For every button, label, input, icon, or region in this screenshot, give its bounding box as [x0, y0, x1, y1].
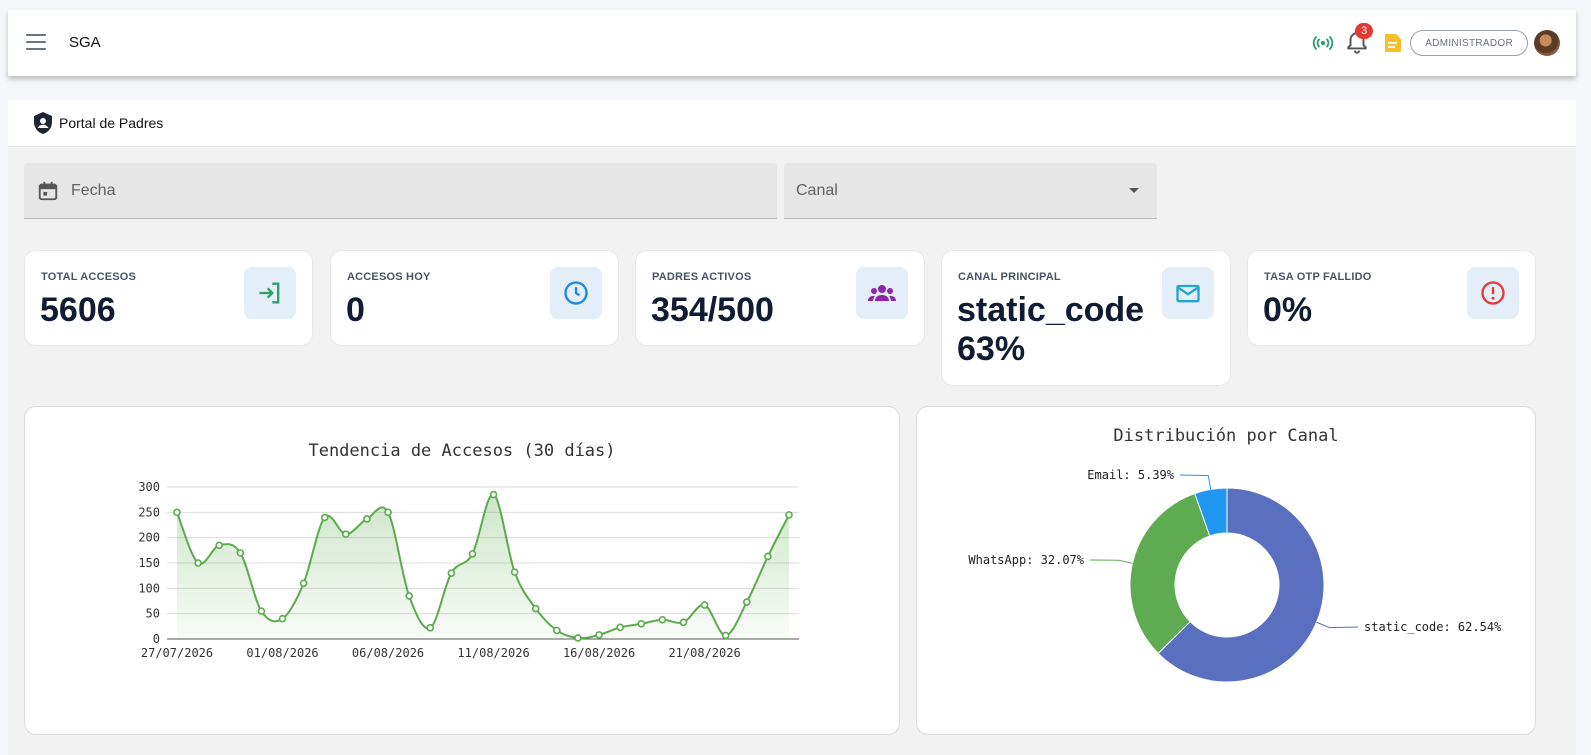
- stat-card-padres-activos: PADRES ACTIVOS 354/500: [635, 250, 925, 346]
- data-point: [468, 550, 477, 558]
- avatar[interactable]: [1534, 30, 1560, 56]
- chevron-down-icon: [1129, 188, 1139, 193]
- data-point: [173, 508, 181, 517]
- x-tick-label: 11/08/2026: [457, 646, 529, 660]
- stat-value: 354/500: [651, 291, 774, 329]
- data-point: [637, 620, 646, 628]
- y-tick-label: 50: [146, 607, 160, 621]
- stat-value: static_code 63%: [957, 291, 1145, 368]
- label-leader-line: [1316, 621, 1359, 629]
- data-point: [616, 623, 624, 632]
- portal-header: Portal de Padres: [8, 100, 1576, 147]
- donut-slice: [1194, 487, 1228, 537]
- clock-icon: [550, 267, 602, 319]
- hamburger-icon[interactable]: [26, 34, 46, 50]
- stat-card-accesos-hoy: ACCESOS HOY 0: [330, 250, 619, 346]
- data-point: [299, 579, 308, 588]
- slice-data-label: static_code: 62.54%: [1364, 620, 1502, 634]
- x-tick-label: 27/07/2026: [141, 646, 213, 660]
- distribution-chart-card: Distribución por Canal static_code: 62.5…: [916, 406, 1536, 735]
- label-leader-line: [1179, 474, 1212, 490]
- x-tick-label: 21/08/2026: [668, 646, 740, 660]
- stat-value: 0: [346, 291, 365, 329]
- mail-icon: [1162, 267, 1214, 319]
- data-point: [426, 624, 435, 632]
- donut-slice: [1157, 487, 1325, 683]
- notifications-button[interactable]: 3: [1344, 23, 1374, 56]
- y-tick-label: 0: [153, 632, 160, 646]
- data-point: [764, 552, 772, 561]
- area-fill: [177, 494, 789, 639]
- data-point: [785, 511, 793, 519]
- slice-data-label: WhatsApp: 32.07%: [968, 553, 1084, 567]
- stat-card-canal-principal: CANAL PRINCIPAL static_code 63%: [941, 250, 1231, 386]
- x-tick-label: 01/08/2026: [246, 646, 318, 660]
- data-point: [447, 569, 456, 577]
- data-point: [320, 513, 329, 522]
- top-app-bar: SGA 3 ADMINISTRADOR: [8, 10, 1576, 76]
- y-tick-label: 250: [138, 505, 160, 519]
- date-filter-label: Fecha: [71, 182, 116, 199]
- stat-label: PADRES ACTIVOS: [652, 271, 752, 283]
- label-leader-line: [1089, 559, 1133, 564]
- note-icon[interactable]: [1382, 32, 1404, 54]
- y-tick-label: 200: [138, 531, 160, 545]
- data-point: [215, 541, 224, 550]
- data-point: [531, 604, 540, 613]
- data-point: [384, 508, 392, 517]
- trend-chart: 0 50 100 150 200 250 300 27/07/2026 01/08/2026 06…: [138, 480, 799, 660]
- calendar-icon: [38, 181, 58, 201]
- data-point: [574, 634, 582, 642]
- donut-slice: [1129, 492, 1211, 655]
- alert-circle-icon: [1467, 267, 1519, 319]
- portal-panel: Portal de Padres Fecha Canal TOTAL ACCES…: [8, 100, 1576, 755]
- data-point: [658, 615, 667, 624]
- data-point: [194, 559, 202, 567]
- distribution-chart: static_code: 62.54% WhatsApp: 32.07% Email…: [968, 468, 1502, 683]
- chart-title: Distribución por Canal: [1113, 426, 1339, 446]
- data-point: [278, 614, 287, 623]
- data-point: [721, 631, 730, 640]
- data-point: [595, 631, 603, 639]
- x-tick-label: 06/08/2026: [352, 646, 424, 660]
- shield-user-icon: [34, 112, 52, 134]
- stat-value: 5606: [40, 291, 116, 329]
- page-title: Portal de Padres: [59, 115, 164, 131]
- data-point: [405, 592, 413, 600]
- canal-select[interactable]: Canal: [784, 163, 1157, 219]
- trend-chart-card: Tendencia de Accesos (30 días) 0 50 100 150…: [24, 406, 900, 735]
- stat-label: ACCESOS HOY: [347, 271, 431, 283]
- data-point: [257, 607, 266, 615]
- role-chip[interactable]: ADMINISTRADOR: [1410, 30, 1528, 56]
- data-point: [553, 626, 561, 635]
- data-point: [510, 568, 519, 576]
- date-filter-field[interactable]: Fecha: [24, 163, 777, 219]
- stat-label: CANAL PRINCIPAL: [958, 271, 1061, 283]
- data-point: [342, 530, 350, 538]
- chart-title: Tendencia de Accesos (30 días): [308, 441, 616, 461]
- data-point: [236, 549, 245, 557]
- app-title: SGA: [69, 34, 101, 51]
- stat-label: TASA OTP FALLIDO: [1264, 271, 1372, 283]
- y-tick-label: 300: [138, 480, 160, 494]
- stat-card-total-accesos: TOTAL ACCESOS 5606: [24, 250, 313, 346]
- y-tick-label: 150: [138, 556, 160, 570]
- data-point: [700, 601, 709, 609]
- x-tick-label: 16/08/2026: [563, 646, 635, 660]
- canal-select-label: Canal: [796, 182, 838, 199]
- data-point: [742, 598, 751, 606]
- notification-count-badge: 3: [1355, 23, 1374, 39]
- group-icon: [856, 267, 908, 319]
- data-point: [679, 618, 688, 627]
- y-tick-label: 100: [138, 581, 160, 595]
- stat-card-tasa-otp-fallido: TASA OTP FALLIDO 0%: [1247, 250, 1536, 346]
- topbar-actions: 3 ADMINISTRADOR: [1310, 23, 1560, 58]
- stat-value: 0%: [1263, 291, 1313, 329]
- stat-label: TOTAL ACCESOS: [41, 271, 137, 283]
- login-icon: [244, 267, 296, 319]
- broadcast-icon[interactable]: [1310, 30, 1336, 56]
- data-point: [489, 490, 498, 499]
- data-point: [363, 515, 371, 523]
- slice-data-label: Email: 5.39%: [1087, 468, 1174, 482]
